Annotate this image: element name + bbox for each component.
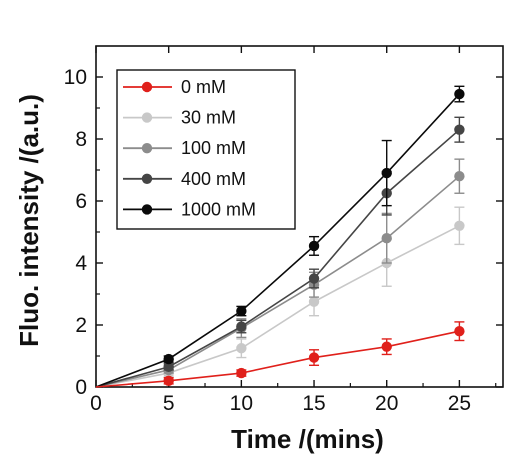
y-tick-label: 10 (64, 66, 87, 89)
data-point (454, 171, 465, 182)
data-point (454, 326, 465, 337)
data-point (308, 296, 320, 307)
y-tick-label: 4 (75, 252, 87, 275)
legend-marker (141, 81, 153, 93)
series-layer (95, 85, 465, 388)
y-axis-title: Fluo. intensity /(a.u.) (14, 94, 44, 347)
legend-marker (141, 143, 153, 154)
series-400-mm (95, 116, 465, 388)
data-point (381, 167, 392, 179)
series-1000-mm (95, 85, 465, 388)
legend-marker (141, 204, 153, 215)
data-point (163, 353, 174, 365)
legend-label: 1000 mM (181, 199, 256, 219)
x-tick-label: 5 (163, 392, 175, 415)
data-point (308, 240, 320, 252)
plot-area (95, 45, 504, 388)
series-line (95, 175, 460, 388)
legend-marker (141, 112, 153, 123)
x-tick-label: 20 (375, 392, 398, 415)
plot-frame (95, 45, 504, 388)
data-point (308, 273, 320, 284)
y-tick-label: 0 (75, 376, 87, 399)
y-tick-label: 8 (75, 128, 87, 151)
data-point (236, 367, 247, 379)
y-tick-label: 6 (75, 190, 87, 213)
legend-label: 100 mM (181, 138, 246, 158)
data-point (236, 343, 247, 354)
series-line (95, 330, 460, 388)
x-tick-label: 10 (230, 392, 253, 415)
series-line (95, 129, 460, 388)
data-point (454, 88, 465, 100)
legend: 0 mM 30 mM 100 mM 400 mM 1000 mM (116, 69, 296, 230)
series-30-mm (95, 206, 465, 388)
data-point (236, 305, 247, 317)
y-tick-label: 2 (75, 314, 87, 337)
x-tick-label: 25 (448, 392, 471, 415)
legend-label: 400 mM (181, 169, 246, 189)
x-tick-label: 15 (302, 392, 325, 415)
series-0-mm (95, 321, 465, 388)
data-point (163, 361, 174, 373)
series-line (95, 93, 460, 388)
series-line (95, 225, 460, 388)
axes: 0 5 10 15 20 25 0 2 4 6 8 10 (64, 46, 503, 415)
x-tick-label: 0 (90, 392, 102, 415)
data-point (163, 375, 174, 386)
legend-label: 0 mM (181, 77, 226, 97)
data-point (381, 233, 392, 244)
data-point (454, 220, 465, 231)
x-axis-title: Time /(mins) (231, 424, 384, 454)
data-point (308, 352, 320, 363)
legend-label: 30 mM (181, 108, 236, 128)
data-point (454, 124, 465, 135)
data-point (381, 341, 392, 352)
legend-marker (141, 173, 153, 184)
data-point (236, 321, 247, 332)
